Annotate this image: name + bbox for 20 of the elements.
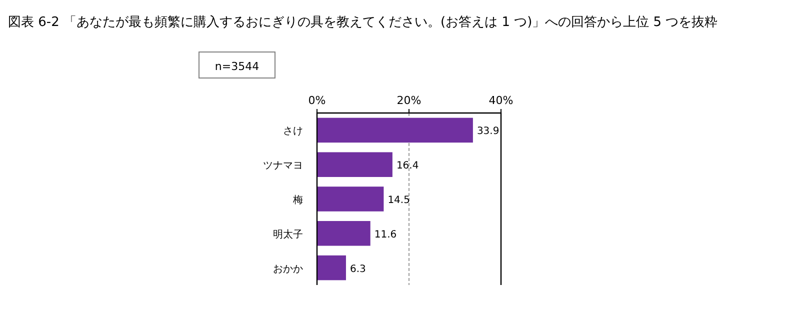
data-label: 16.4 (396, 160, 419, 172)
bar (317, 152, 392, 177)
y-tick-label: 明太子 (273, 228, 303, 240)
y-tick-label: ツナマヨ (263, 160, 303, 172)
y-tick-label: おかか (273, 264, 303, 275)
bar (317, 118, 473, 143)
x-tick-label: 20% (396, 94, 422, 107)
data-label: 11.6 (374, 229, 397, 240)
chart-title: 図表 6-2 「あなたが最も頻繁に購入するおにぎりの具を教えてください。(お答えは 1 つ)」への回答から上位 5 つを抜粋 (8, 15, 718, 30)
data-label: 14.5 (388, 195, 410, 206)
bar (317, 221, 370, 246)
y-tick-label: 梅 (292, 194, 303, 206)
x-tick-label: 40% (488, 94, 514, 107)
bar (317, 255, 346, 280)
data-label: 33.9 (476, 126, 500, 138)
data-label: 6.3 (350, 264, 366, 275)
x-tick-label: 0% (308, 94, 326, 107)
bar (317, 186, 384, 212)
y-tick-label: さけ (283, 126, 303, 138)
text: n=3544 (214, 60, 260, 73)
